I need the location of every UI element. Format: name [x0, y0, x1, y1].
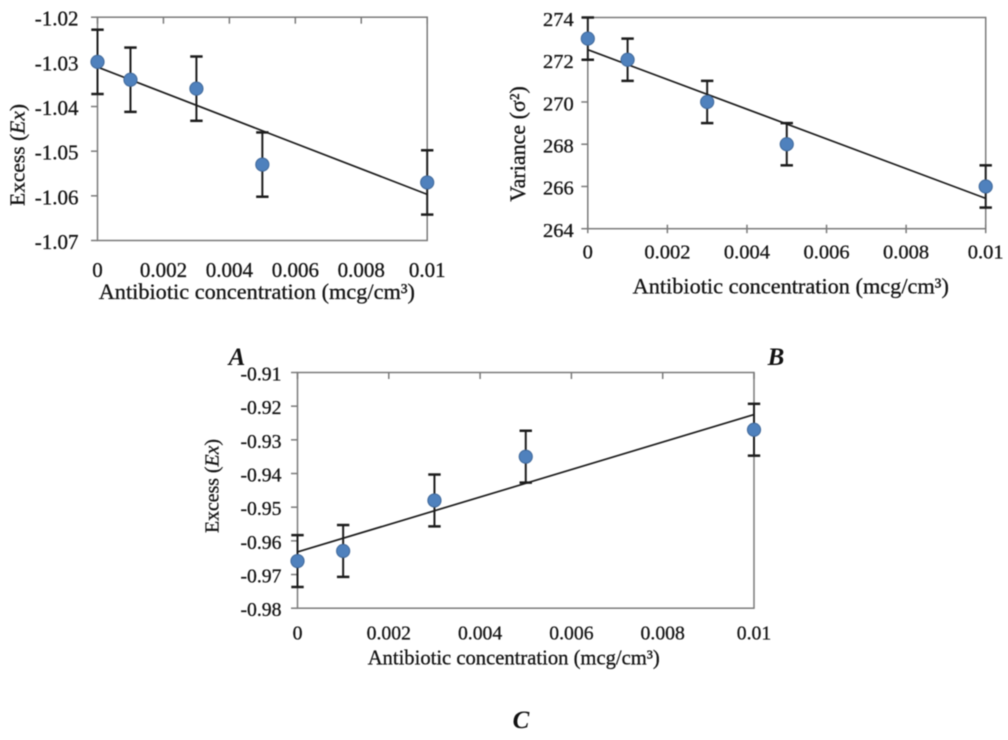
y-tick-label: -0.91 [240, 363, 281, 385]
data-point [336, 543, 351, 559]
data-point [255, 157, 270, 172]
x-tick-label: 0 [583, 241, 593, 263]
x-axis-label: Antibiotic concentration (mcg/cm³) [99, 279, 415, 304]
panel-label-b: B [767, 344, 785, 371]
y-axis-label: Variance (σ²) [505, 86, 530, 202]
y-axis-label: Excess (Ex) [202, 439, 224, 533]
y-tick-label: -1.07 [35, 230, 79, 254]
x-tick-label: 0.01 [968, 241, 1004, 263]
y-tick-label: 270 [543, 93, 574, 115]
data-point [746, 422, 762, 437]
y-tick-label: -1.06 [35, 185, 79, 209]
y-tick-label: -0.95 [240, 498, 281, 520]
y-tick-label: -0.97 [240, 566, 281, 588]
data-point [90, 54, 105, 69]
x-tick-label: 0.008 [338, 258, 385, 282]
y-tick-label: -1.04 [35, 96, 79, 120]
y-axis-label: Excess (Ex) [5, 104, 29, 206]
x-tick-label: 0.004 [724, 241, 770, 263]
plot-border [587, 16, 987, 230]
data-point [620, 52, 635, 67]
y-tick-label: -0.98 [240, 599, 281, 621]
data-point [290, 553, 305, 569]
y-tick-label: 272 [543, 51, 574, 73]
x-tick-label: 0.01 [737, 623, 771, 645]
x-tick-label: 0.002 [644, 241, 690, 263]
y-tick-label: -0.96 [240, 532, 281, 554]
x-tick-label: 0.008 [883, 241, 929, 263]
panel-a: -1.02 -1.03 -1.04 -1.05 -1.06 -1.07 0 0.002 0.00… [5, 6, 446, 304]
data-point [580, 31, 595, 46]
x-tick-label: 0.002 [140, 258, 187, 282]
y-tick-label: -0.94 [240, 465, 281, 487]
panel-b: 274 272 270 268 266 264 0 0.002 0.004 0.006 0.008 0… [505, 9, 1004, 299]
data-point [189, 81, 204, 96]
x-tick-label: 0.01 [409, 258, 446, 282]
x-axis-label: Antibiotic concentration (mcg/cm³) [633, 274, 949, 299]
data-point [978, 179, 993, 194]
y-tick-label: -0.92 [240, 397, 281, 419]
plot-border [96, 16, 428, 242]
y-tick-label: 266 [543, 178, 574, 200]
trend-line [97, 66, 428, 196]
data-point [700, 94, 715, 110]
panel-label-c: C [512, 707, 530, 734]
data-point [779, 137, 794, 152]
data-point [518, 449, 533, 464]
x-tick-label: 0 [293, 623, 303, 645]
x-tick-label: 0.002 [367, 623, 411, 645]
data-point [123, 72, 138, 87]
plot-border [296, 371, 755, 609]
y-tick-label: -1.02 [35, 7, 79, 31]
data-point [427, 493, 442, 508]
y-tick-label: 274 [543, 9, 574, 31]
x-axis-label: Antibiotic concentration (mcg/cm³) [368, 648, 660, 670]
x-tick-label: 0.004 [206, 258, 254, 282]
y-tick-label: -1.03 [35, 51, 79, 75]
y-tick-label: 264 [543, 220, 574, 242]
x-tick-label: 0.008 [641, 623, 685, 645]
x-tick-label: 0 [92, 258, 103, 282]
panel-label-a: A [228, 344, 246, 371]
x-tick-label: 0.004 [458, 623, 502, 645]
x-tick-label: 0.006 [272, 258, 319, 282]
panel-c: -0.91 -0.92 -0.93 -0.94 -0.95 -0.96 -0.97 -0.98… [202, 363, 772, 670]
x-tick-label: 0.006 [549, 623, 593, 645]
data-point [420, 175, 435, 190]
y-tick-label: -1.05 [35, 141, 79, 165]
y-tick-label: -0.93 [240, 431, 281, 453]
x-tick-label: 0.006 [803, 241, 849, 263]
y-tick-label: 268 [543, 135, 574, 157]
